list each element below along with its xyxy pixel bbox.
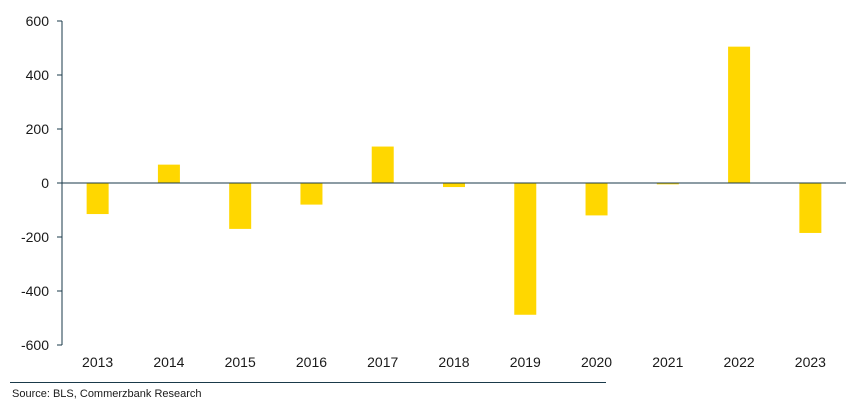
- bar-2019: [514, 183, 537, 315]
- x-tick-label: 2021: [652, 354, 683, 370]
- y-tick-label: -600: [21, 337, 49, 353]
- bar-2013: [86, 183, 109, 215]
- x-tick-label: 2019: [510, 354, 541, 370]
- x-tick-label: 2017: [367, 354, 398, 370]
- y-axis: -600 -400 -200 0 200 400 600: [21, 13, 63, 353]
- x-tick-label: 2013: [82, 354, 113, 370]
- bar-2016: [300, 183, 323, 205]
- bar-2014: [157, 164, 180, 183]
- x-tick-label: 2020: [581, 354, 612, 370]
- x-tick-label: 2015: [225, 354, 256, 370]
- x-tick-label: 2018: [438, 354, 469, 370]
- bar-2017: [371, 146, 394, 183]
- y-tick-label: 400: [26, 67, 50, 83]
- bars: [86, 46, 822, 315]
- x-axis: 2013 2014 2015 2016 2017 2018 2019 2020 2021 2022…: [62, 182, 846, 370]
- y-tick-label: 200: [26, 121, 50, 137]
- y-tick-label: 600: [26, 13, 50, 29]
- bar-2022: [728, 46, 751, 184]
- source-note: Source: BLS, Commerzbank Research: [12, 388, 202, 400]
- bar-2023: [799, 183, 822, 233]
- bar-2018: [443, 183, 465, 188]
- x-tick-label: 2014: [153, 354, 184, 370]
- x-tick-label: 2016: [296, 354, 327, 370]
- source-divider: [10, 382, 606, 383]
- y-tick-label: -200: [21, 229, 49, 245]
- bar-2020: [585, 183, 608, 216]
- y-tick-label: 0: [41, 175, 49, 191]
- x-tick-label: 2023: [795, 354, 826, 370]
- bar-2021: [656, 183, 679, 185]
- bar-2015: [229, 183, 252, 229]
- y-tick-label: -400: [21, 283, 49, 299]
- x-tick-label: 2022: [724, 354, 755, 370]
